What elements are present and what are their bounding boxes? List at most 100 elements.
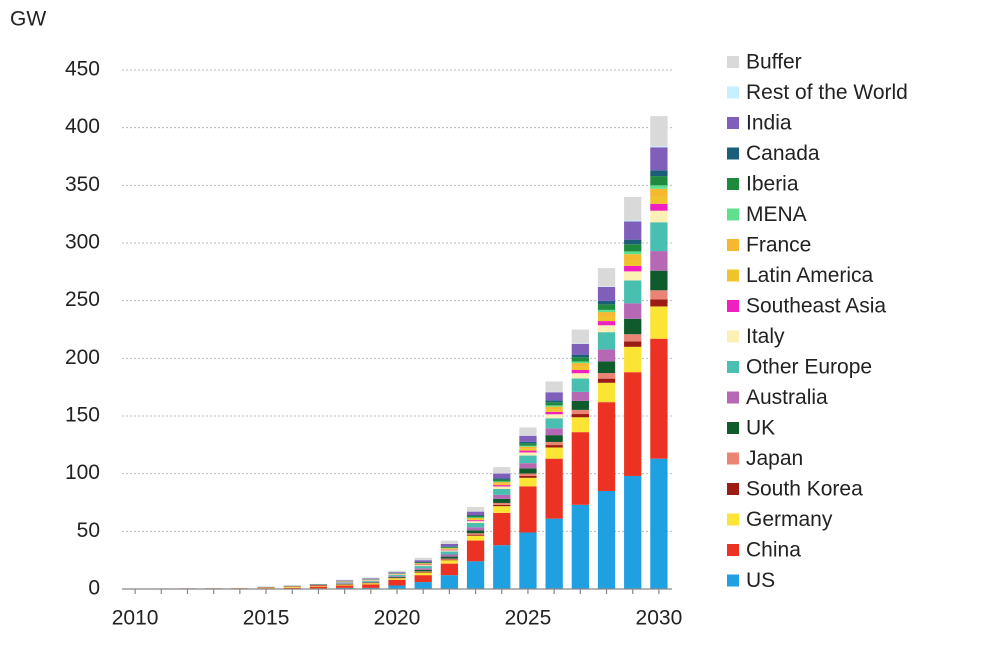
bar-segment	[545, 458, 563, 519]
bar-segment	[388, 576, 406, 578]
bar-segment	[519, 435, 537, 442]
bar-segment	[466, 517, 485, 518]
bar-segment	[335, 579, 354, 581]
bar-segment	[571, 409, 589, 415]
legend-label: Italy	[746, 325, 785, 348]
bar-segment	[493, 502, 511, 505]
bar-segment	[440, 548, 459, 550]
bar-segment	[650, 210, 668, 223]
bar-segment	[597, 304, 616, 310]
legend-swatch	[727, 208, 739, 221]
bar-segment	[545, 409, 563, 412]
bar-segment	[388, 575, 406, 577]
legend-swatch	[727, 391, 739, 404]
bar-segment	[440, 556, 459, 559]
bar-segment	[519, 532, 537, 589]
bar-segment	[571, 373, 589, 379]
bar-segment	[597, 361, 616, 374]
bar-segment	[545, 428, 563, 436]
bar-segment	[493, 482, 511, 484]
bar-segment	[545, 400, 563, 403]
y-tick-label: 0	[88, 577, 100, 600]
y-tick-label: 400	[65, 115, 100, 138]
bar-segment	[545, 406, 563, 410]
bar-segment	[545, 414, 563, 419]
bar-segment	[440, 563, 459, 576]
y-tick-label: 450	[65, 58, 100, 81]
bar-segment	[414, 566, 432, 569]
bar-segment	[597, 286, 616, 301]
bar-segment	[624, 254, 642, 261]
y-axis-label: GW	[10, 8, 46, 31]
bar-segment	[597, 286, 616, 287]
bar-segment	[493, 485, 511, 487]
bar-segment	[597, 373, 616, 379]
bar-segment	[414, 563, 432, 565]
bar-segment	[440, 558, 459, 560]
legend-swatch	[727, 117, 739, 129]
legend-swatch	[727, 269, 739, 282]
bar-segment	[466, 530, 485, 534]
bar-segment	[466, 535, 485, 541]
bar-segment	[571, 391, 589, 401]
bar-segment	[650, 116, 668, 147]
bar-segment	[309, 586, 328, 589]
bar-segment	[519, 443, 537, 446]
bar-segment	[650, 146, 668, 148]
bar-segment	[571, 400, 589, 410]
bar-segment	[650, 299, 668, 307]
bar-segment	[597, 402, 616, 491]
legend-swatch	[727, 300, 739, 312]
bar-segment	[414, 572, 432, 573]
bar-segment	[335, 580, 354, 582]
bar-segment	[388, 578, 406, 580]
bar-segment	[414, 569, 432, 572]
bar-segment	[624, 334, 642, 342]
y-tick-label: 300	[65, 231, 100, 254]
bar-segment	[597, 349, 616, 362]
bar-segment	[519, 468, 537, 474]
bar-segment	[466, 515, 485, 518]
legend-swatch	[727, 56, 739, 68]
bar-segment	[597, 321, 616, 326]
legend-label: Buffer	[746, 51, 802, 74]
bar-segment	[414, 564, 432, 566]
bar-segment	[440, 575, 459, 589]
bar-segment	[309, 585, 328, 587]
bar-segment	[493, 512, 511, 546]
bar-segment	[362, 577, 380, 579]
bar-segment	[650, 306, 668, 339]
bar-segment	[519, 475, 537, 478]
bar-segment	[519, 452, 537, 456]
bar-segment	[597, 490, 616, 589]
bar-segment	[571, 369, 589, 374]
bar-segment	[624, 318, 642, 335]
bar-segment	[466, 517, 485, 520]
bar-segment	[335, 582, 354, 584]
bar-segment	[440, 543, 459, 547]
bar-segment	[624, 303, 642, 319]
bar-segment	[493, 478, 511, 480]
bar-segment	[493, 498, 511, 503]
bar-segment	[493, 504, 511, 507]
legend-label: Japan	[746, 447, 803, 470]
legend-label: Iberia	[746, 173, 799, 196]
bar-segment	[650, 188, 668, 197]
x-tick-label: 2015	[243, 607, 290, 630]
bar-segment	[440, 549, 459, 551]
bar-segment	[309, 586, 328, 587]
bar-segment	[545, 411, 563, 415]
bar-segment	[597, 332, 616, 350]
bar-segment	[414, 572, 432, 576]
legend-swatch	[727, 178, 739, 190]
bar-segment	[466, 522, 485, 528]
bar-segment	[571, 417, 589, 433]
legend-label: Rest of the World	[746, 81, 908, 104]
bar-segment	[571, 432, 589, 505]
x-tick-label: 2030	[636, 607, 683, 630]
bar-segment	[571, 504, 589, 589]
bar-segment	[283, 587, 301, 589]
bar-segment	[624, 280, 642, 304]
bar-segment	[519, 446, 537, 449]
